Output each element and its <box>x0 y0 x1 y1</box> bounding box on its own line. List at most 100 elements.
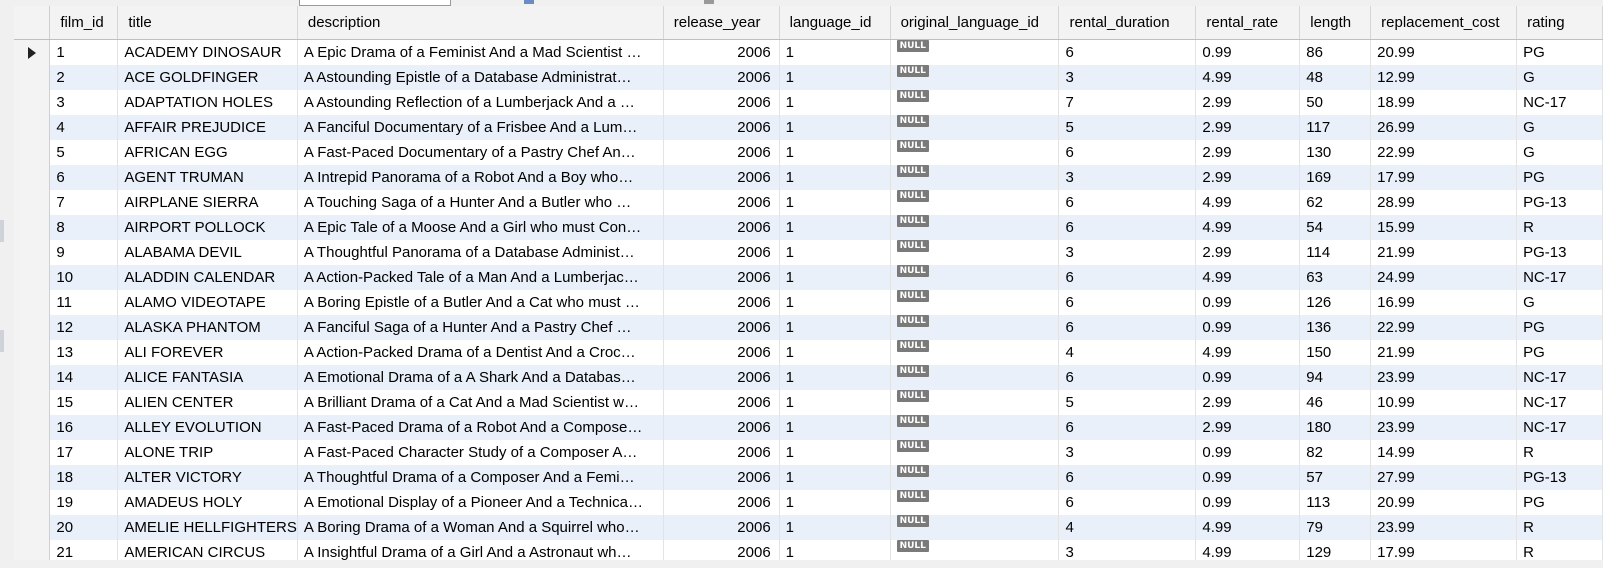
cell-release-year[interactable]: 2006 <box>663 365 780 390</box>
cell-length[interactable]: 79 <box>1299 515 1372 540</box>
cell-original-language-id[interactable]: NULL <box>890 340 1060 365</box>
cell-original-language-id[interactable]: NULL <box>890 515 1060 540</box>
cell-description[interactable]: A Epic Tale of a Moose And a Girl who mu… <box>297 215 664 240</box>
cell-description[interactable]: A Fast-Paced Documentary of a Pastry Che… <box>297 140 664 165</box>
cell-title[interactable]: AFFAIR PREJUDICE <box>117 115 298 140</box>
cell-rental-rate[interactable]: 4.99 <box>1195 340 1301 365</box>
cell-film-id[interactable]: 16 <box>49 415 119 440</box>
cell-length[interactable]: 86 <box>1299 39 1372 65</box>
cell-film-id[interactable]: 6 <box>49 165 119 190</box>
cell-language-id[interactable]: 1 <box>779 39 891 65</box>
cell-replacement-cost[interactable]: 28.99 <box>1370 190 1518 215</box>
cell-rating[interactable]: PG-13 <box>1516 465 1603 490</box>
cell-rating[interactable]: G <box>1516 140 1603 165</box>
cell-language-id[interactable]: 1 <box>779 365 891 390</box>
column-header-replacement-cost[interactable]: replacement_cost <box>1370 6 1518 40</box>
cell-title[interactable]: AMADEUS HOLY <box>117 490 298 515</box>
cell-title[interactable]: ALTER VICTORY <box>117 465 298 490</box>
cell-rental-rate[interactable]: 2.99 <box>1195 415 1301 440</box>
cell-original-language-id[interactable]: NULL <box>890 39 1060 65</box>
cell-title[interactable]: AFRICAN EGG <box>117 140 298 165</box>
cell-language-id[interactable]: 1 <box>779 115 891 140</box>
cell-rental-duration[interactable]: 6 <box>1058 365 1197 390</box>
table-row[interactable]: 18 ALTER VICTORY A Thoughtful Drama of a C… <box>14 465 1603 490</box>
table-row[interactable]: 16 ALLEY EVOLUTION A Fast-Paced Drama of a… <box>14 415 1603 440</box>
cell-replacement-cost[interactable]: 22.99 <box>1370 140 1518 165</box>
table-row[interactable]: 6 AGENT TRUMAN A Intrepid Panorama of a Ro… <box>14 165 1603 190</box>
cell-rental-rate[interactable]: 0.99 <box>1195 365 1301 390</box>
row-selector[interactable] <box>14 39 51 65</box>
cell-description[interactable]: A Thoughtful Panorama of a Database Admi… <box>297 240 664 265</box>
cell-release-year[interactable]: 2006 <box>663 65 780 90</box>
cell-replacement-cost[interactable]: 26.99 <box>1370 115 1518 140</box>
cell-film-id[interactable]: 4 <box>49 115 119 140</box>
cell-description[interactable]: A Astounding Epistle of a Database Admin… <box>297 65 664 90</box>
cell-rental-rate[interactable]: 2.99 <box>1195 165 1301 190</box>
table-row[interactable]: 14 ALICE FANTASIA A Emotional Drama of a A… <box>14 365 1603 390</box>
row-selector-header[interactable] <box>14 6 51 40</box>
table-row[interactable]: 4 AFFAIR PREJUDICE A Fanciful Documentary … <box>14 115 1603 140</box>
cell-rating[interactable]: PG <box>1516 315 1603 340</box>
cell-rental-duration[interactable]: 3 <box>1058 65 1197 90</box>
cell-rental-duration[interactable]: 7 <box>1058 90 1197 115</box>
cell-length[interactable]: 50 <box>1299 90 1372 115</box>
cell-rating[interactable]: PG <box>1516 39 1603 65</box>
cell-length[interactable]: 82 <box>1299 440 1372 465</box>
cell-release-year[interactable]: 2006 <box>663 290 780 315</box>
cell-description[interactable]: A Thoughtful Drama of a Composer And a F… <box>297 465 664 490</box>
column-header-film-id[interactable]: film_id <box>49 6 119 40</box>
cell-release-year[interactable]: 2006 <box>663 515 780 540</box>
table-row[interactable]: 17 ALONE TRIP A Fast-Paced Character Study… <box>14 440 1603 465</box>
cell-replacement-cost[interactable]: 16.99 <box>1370 290 1518 315</box>
cell-title[interactable]: ALABAMA DEVIL <box>117 240 298 265</box>
table-row[interactable]: 11 ALAMO VIDEOTAPE A Boring Epistle of a B… <box>14 290 1603 315</box>
table-row[interactable]: 9 ALABAMA DEVIL A Thoughtful Panorama of a… <box>14 240 1603 265</box>
column-header-length[interactable]: length <box>1299 6 1372 40</box>
cell-language-id[interactable]: 1 <box>779 240 891 265</box>
cell-rental-duration[interactable]: 5 <box>1058 390 1197 415</box>
cell-film-id[interactable]: 2 <box>49 65 119 90</box>
cell-language-id[interactable]: 1 <box>779 190 891 215</box>
cell-film-id[interactable]: 20 <box>49 515 119 540</box>
cell-length[interactable]: 48 <box>1299 65 1372 90</box>
cell-title[interactable]: AIRPORT POLLOCK <box>117 215 298 240</box>
cell-language-id[interactable]: 1 <box>779 165 891 190</box>
cell-length[interactable]: 62 <box>1299 190 1372 215</box>
row-selector[interactable] <box>14 515 51 540</box>
cell-replacement-cost[interactable]: 21.99 <box>1370 340 1518 365</box>
cell-replacement-cost[interactable]: 21.99 <box>1370 240 1518 265</box>
cell-length[interactable]: 114 <box>1299 240 1372 265</box>
cell-description[interactable]: A Fanciful Saga of a Hunter And a Pastry… <box>297 315 664 340</box>
table-row[interactable]: 8 AIRPORT POLLOCK A Epic Tale of a Moose A… <box>14 215 1603 240</box>
cell-rental-duration[interactable]: 6 <box>1058 215 1197 240</box>
cell-rating[interactable]: PG <box>1516 340 1603 365</box>
cell-rental-duration[interactable]: 6 <box>1058 415 1197 440</box>
cell-film-id[interactable]: 1 <box>49 39 119 65</box>
cell-rental-duration[interactable]: 6 <box>1058 140 1197 165</box>
row-selector[interactable] <box>14 65 51 90</box>
cell-rating[interactable]: NC-17 <box>1516 365 1603 390</box>
table-row[interactable]: 13 ALI FOREVER A Action-Packed Drama of a … <box>14 340 1603 365</box>
row-selector[interactable] <box>14 315 51 340</box>
cell-rental-rate[interactable]: 0.99 <box>1195 440 1301 465</box>
cell-original-language-id[interactable]: NULL <box>890 365 1060 390</box>
row-selector[interactable] <box>14 265 51 290</box>
cell-title[interactable]: ALIEN CENTER <box>117 390 298 415</box>
cell-replacement-cost[interactable]: 22.99 <box>1370 315 1518 340</box>
cell-title[interactable]: ALONE TRIP <box>117 440 298 465</box>
cell-description[interactable]: A Intrepid Panorama of a Robot And a Boy… <box>297 165 664 190</box>
cell-rating[interactable]: G <box>1516 115 1603 140</box>
cell-rental-rate[interactable]: 0.99 <box>1195 465 1301 490</box>
cell-release-year[interactable]: 2006 <box>663 165 780 190</box>
cell-replacement-cost[interactable]: 18.99 <box>1370 90 1518 115</box>
cell-release-year[interactable]: 2006 <box>663 390 780 415</box>
cell-length[interactable]: 180 <box>1299 415 1372 440</box>
toolbar-icon[interactable] <box>524 0 534 4</box>
cell-length[interactable]: 46 <box>1299 390 1372 415</box>
cell-title[interactable]: AIRPLANE SIERRA <box>117 190 298 215</box>
cell-description[interactable]: A Boring Drama of a Woman And a Squirrel… <box>297 515 664 540</box>
row-selector[interactable] <box>14 290 51 315</box>
row-selector[interactable] <box>14 340 51 365</box>
row-selector[interactable] <box>14 240 51 265</box>
table-row[interactable]: 2 ACE GOLDFINGER A Astounding Epistle of a… <box>14 65 1603 90</box>
